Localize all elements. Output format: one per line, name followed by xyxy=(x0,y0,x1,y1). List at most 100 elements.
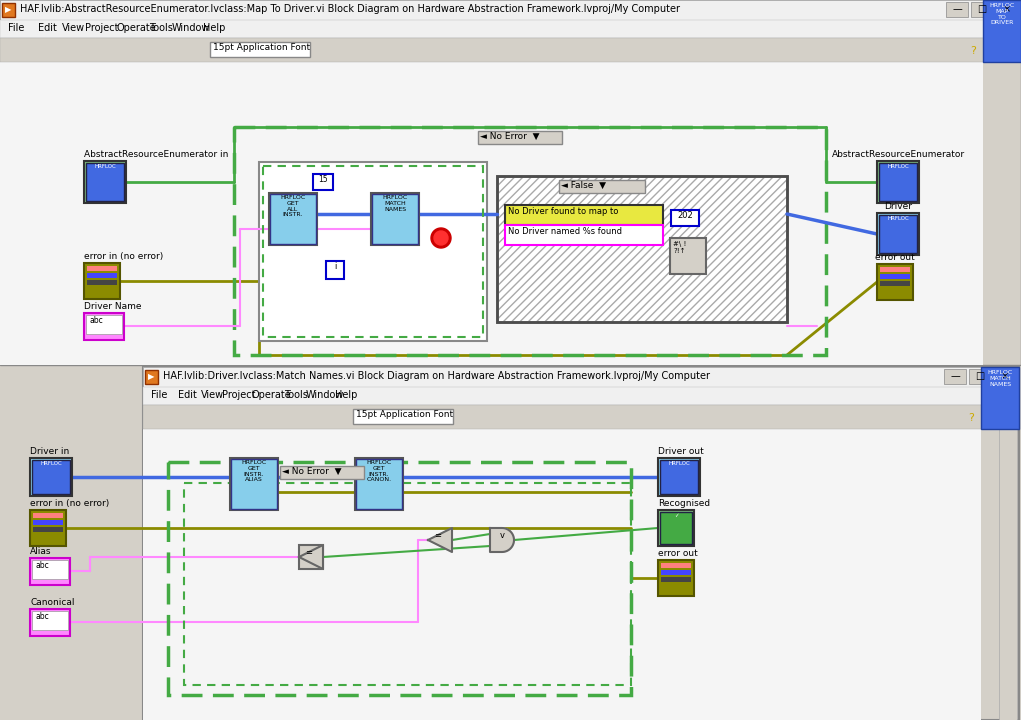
Text: Help: Help xyxy=(203,23,226,33)
Text: File: File xyxy=(151,390,167,400)
Bar xyxy=(877,213,919,255)
Bar xyxy=(87,273,117,278)
Text: i: i xyxy=(334,262,336,271)
Text: ▶: ▶ xyxy=(5,6,11,14)
Bar xyxy=(299,545,323,569)
Text: No Driver named %s found: No Driver named %s found xyxy=(508,227,622,236)
Text: ◄ No Error  ▼: ◄ No Error ▼ xyxy=(480,132,539,141)
Bar xyxy=(231,459,277,509)
Polygon shape xyxy=(299,545,323,569)
Bar xyxy=(84,263,120,299)
Polygon shape xyxy=(428,528,452,552)
Text: ◄ False  ▼: ◄ False ▼ xyxy=(561,181,606,190)
Bar xyxy=(969,369,991,384)
Text: Tools: Tools xyxy=(149,23,173,33)
Text: Edit: Edit xyxy=(178,390,197,400)
Text: error out: error out xyxy=(658,549,697,558)
Bar xyxy=(86,315,121,334)
Text: HRFLOC
MATCH
NAMES: HRFLOC MATCH NAMES xyxy=(987,370,1013,387)
Text: HRFLOC: HRFLOC xyxy=(887,164,909,169)
Text: Project: Project xyxy=(222,390,255,400)
Text: AbstractResourceEnumerator: AbstractResourceEnumerator xyxy=(831,150,965,159)
Text: ?: ? xyxy=(970,46,976,56)
Bar xyxy=(86,163,124,201)
Bar xyxy=(326,261,344,279)
Bar xyxy=(880,274,910,279)
Bar xyxy=(996,2,1018,17)
Bar xyxy=(269,193,317,245)
Text: —: — xyxy=(953,4,962,14)
Bar xyxy=(0,62,983,365)
Bar xyxy=(0,38,1021,62)
Bar xyxy=(658,510,694,546)
Bar xyxy=(270,194,317,244)
Text: 15pt Application Font: 15pt Application Font xyxy=(356,410,453,419)
Bar xyxy=(313,174,333,190)
Bar xyxy=(84,313,124,340)
Polygon shape xyxy=(490,528,514,552)
Bar xyxy=(877,264,913,300)
Text: ✓: ✓ xyxy=(674,513,678,518)
Bar xyxy=(658,560,694,596)
Text: Operate: Operate xyxy=(116,23,156,33)
Text: Project: Project xyxy=(85,23,118,33)
Bar xyxy=(30,458,72,496)
Text: Canonical: Canonical xyxy=(30,598,75,607)
Bar xyxy=(505,225,663,245)
Bar xyxy=(143,367,1019,387)
Text: #\ !
?!↑: #\ ! ?!↑ xyxy=(673,241,686,254)
Bar xyxy=(497,176,787,322)
Bar xyxy=(661,570,691,575)
Text: error in (no error): error in (no error) xyxy=(30,499,109,508)
Bar xyxy=(879,163,917,201)
Bar xyxy=(32,611,68,630)
Bar xyxy=(33,527,63,532)
Text: File: File xyxy=(8,23,25,33)
Bar xyxy=(356,459,402,509)
Text: HRFLOC
GET
INSTR.
ALIAS: HRFLOC GET INSTR. ALIAS xyxy=(241,460,266,482)
Text: Driver Name: Driver Name xyxy=(84,302,142,311)
Bar xyxy=(32,460,70,494)
Text: HRFLOC
MAP
TO
DRIVER: HRFLOC MAP TO DRIVER xyxy=(989,3,1015,25)
Bar xyxy=(184,483,631,685)
Bar xyxy=(661,577,691,582)
Bar xyxy=(661,563,691,568)
Text: abc: abc xyxy=(35,612,49,621)
Bar xyxy=(372,194,418,244)
Bar xyxy=(999,429,1017,720)
Text: —: — xyxy=(951,371,960,381)
Bar xyxy=(994,369,1016,384)
Text: error in (no error): error in (no error) xyxy=(84,252,163,261)
Text: abc: abc xyxy=(35,561,49,570)
Bar xyxy=(87,280,117,285)
Bar xyxy=(877,161,919,203)
Bar xyxy=(143,429,981,720)
Bar xyxy=(0,0,1021,20)
Bar xyxy=(168,462,631,695)
Bar xyxy=(880,267,910,272)
Text: ?: ? xyxy=(968,413,974,423)
Bar xyxy=(259,162,487,341)
Text: Help: Help xyxy=(335,390,357,400)
Bar xyxy=(371,193,419,245)
Bar xyxy=(143,387,1019,405)
Text: Tools: Tools xyxy=(284,390,308,400)
Text: Driver in: Driver in xyxy=(30,447,69,456)
Text: AbstractResourceEnumerator in: AbstractResourceEnumerator in xyxy=(84,150,229,159)
Bar xyxy=(234,127,826,355)
Text: View: View xyxy=(201,390,225,400)
Bar xyxy=(280,466,364,479)
Bar xyxy=(87,266,117,271)
Text: HRFLOC
GET
ALL
INSTR.: HRFLOC GET ALL INSTR. xyxy=(281,195,305,217)
Bar xyxy=(671,210,699,226)
Bar xyxy=(353,409,453,424)
Bar xyxy=(30,510,66,546)
Bar xyxy=(30,558,70,585)
Bar xyxy=(145,370,158,384)
Text: HRFLOC
MATCH
NAMES: HRFLOC MATCH NAMES xyxy=(383,195,407,212)
Text: 15pt Application Font: 15pt Application Font xyxy=(213,43,310,52)
Bar xyxy=(230,458,278,510)
Bar xyxy=(263,166,483,337)
Text: HRFLOC: HRFLOC xyxy=(668,461,690,466)
Bar xyxy=(981,367,1019,429)
